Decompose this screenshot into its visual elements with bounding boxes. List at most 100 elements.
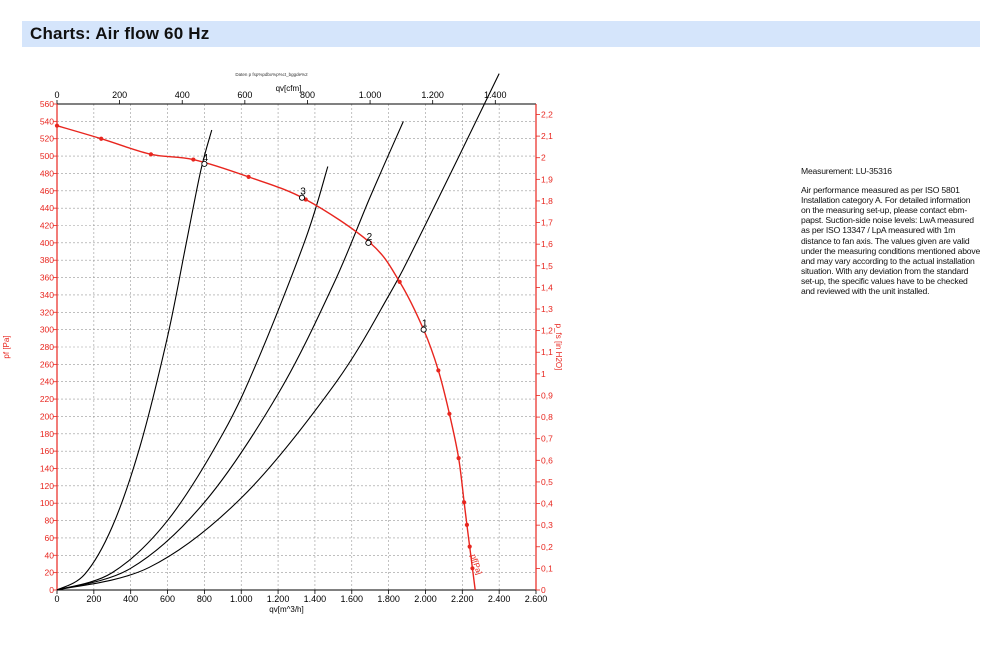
- y-tick-label-right: 0,1: [541, 563, 553, 573]
- x-tick-label-bottom: 200: [86, 594, 101, 604]
- y-tick-label-left: 560: [40, 99, 54, 109]
- fan-curve-point: [467, 544, 472, 549]
- y-tick-label-left: 180: [40, 429, 54, 439]
- y-tick-label-left: 220: [40, 394, 54, 404]
- operating-point: [201, 160, 208, 167]
- x-tick-label-bottom: 2.000: [414, 594, 437, 604]
- x-tick-label-bottom: 2.400: [488, 594, 511, 604]
- x-tick-label-bottom: 1.400: [304, 594, 327, 604]
- y-tick-label-left: 360: [40, 273, 54, 283]
- y-tick-label-right: 0,4: [541, 499, 553, 509]
- y-tick-label-right: 0,2: [541, 542, 553, 552]
- y-tick-label-left: 380: [40, 255, 54, 265]
- x-tick-label-bottom: 1.200: [267, 594, 290, 604]
- y-tick-label-right: 1: [541, 369, 546, 379]
- page-title: Charts: Air flow 60 Hz: [30, 24, 210, 43]
- fan-curve-point: [447, 411, 452, 416]
- operating-point-label: 1: [422, 319, 428, 330]
- y-tick-label-right: 1,5: [541, 261, 553, 271]
- operating-point: [365, 239, 372, 246]
- fan-curve-point: [148, 152, 154, 157]
- y-tick-label-right: 0: [541, 585, 546, 595]
- x-tick-label-top: 1.400: [484, 90, 507, 100]
- y-tick-label-left: 540: [40, 116, 54, 126]
- x-tick-label-bottom: 0: [54, 594, 59, 604]
- x-axis-label-bottom: qv[m^3/h]: [269, 605, 303, 614]
- fan-curve-point: [54, 123, 60, 128]
- x-tick-label-top: 600: [237, 90, 252, 100]
- system-curve: [56, 166, 329, 591]
- fan-curve-point: [436, 368, 441, 373]
- y-tick-label-left: 0: [49, 585, 54, 595]
- fan-curve-point: [470, 566, 475, 571]
- x-tick-label-bottom: 1.000: [230, 594, 253, 604]
- y-tick-label-left: 460: [40, 186, 54, 196]
- y-tick-label-right: 0,7: [541, 434, 553, 444]
- y-tick-label-right: 2,1: [541, 131, 553, 141]
- y-tick-label-right: 2: [541, 153, 546, 163]
- x-tick-label-bottom: 1.600: [341, 594, 364, 604]
- system-curve: [56, 129, 213, 591]
- operating-point: [298, 194, 306, 201]
- y-axis-label-left: pf [Pa]: [2, 335, 11, 358]
- chart-caption: Daten p fsp%pdbx%p%ct_bggde%2: [235, 72, 308, 77]
- y-tick-label-left: 240: [40, 377, 54, 387]
- side-panel: Measurement: LU-35316 Air performance me…: [801, 166, 981, 305]
- operating-point-label: 3: [300, 187, 306, 198]
- fan-curve-point: [464, 522, 470, 528]
- y-tick-label-left: 340: [40, 290, 54, 300]
- y-tick-label-right: 0,8: [541, 412, 553, 422]
- y-axis-label-right: p_fs [in H2O]: [554, 324, 563, 371]
- y-tick-label-left: 40: [45, 550, 55, 560]
- measurement-description: Air performance measured as per ISO 5801…: [801, 185, 981, 297]
- y-tick-label-right: 1,8: [541, 196, 553, 206]
- x-tick-label-bottom: 1.800: [377, 594, 400, 604]
- y-tick-label-left: 480: [40, 168, 54, 178]
- x-tick-label-bottom: 2.200: [451, 594, 474, 604]
- x-tick-label-top: 200: [112, 90, 127, 100]
- y-tick-label-right: 0,3: [541, 520, 553, 530]
- y-tick-label-left: 200: [40, 411, 54, 421]
- y-tick-label-right: 0,6: [541, 455, 553, 465]
- fan-curve-point: [397, 279, 402, 285]
- fan-curve-point: [462, 500, 467, 505]
- y-tick-label-right: 0,5: [541, 477, 553, 487]
- x-tick-label-top: 1.000: [359, 90, 382, 100]
- y-tick-label-left: 80: [45, 516, 55, 526]
- y-tick-label-right: 1,7: [541, 218, 553, 228]
- operating-point-label: 4: [203, 153, 209, 164]
- y-tick-label-left: 520: [40, 134, 54, 144]
- y-tick-label-right: 1,6: [541, 239, 553, 249]
- y-tick-label-right: 1,2: [541, 326, 553, 336]
- y-tick-label-right: 2,2: [541, 109, 553, 119]
- y-tick-label-left: 60: [45, 533, 55, 543]
- system-curve: [56, 121, 404, 591]
- fan-curve-point: [191, 157, 196, 162]
- y-tick-label-left: 500: [40, 151, 54, 161]
- operating-point-label: 2: [367, 232, 373, 243]
- fan-curve-point: [99, 136, 104, 141]
- y-tick-label-right: 1,4: [541, 282, 553, 292]
- y-tick-label-left: 400: [40, 238, 54, 248]
- x-axis-label-top: qv[cfm]: [276, 84, 302, 93]
- y-tick-label-left: 140: [40, 464, 54, 474]
- fan-curve-point: [246, 174, 251, 179]
- y-tick-label-right: 1,3: [541, 304, 553, 314]
- x-tick-label-bottom: 400: [123, 594, 138, 604]
- y-tick-label-left: 280: [40, 342, 54, 352]
- x-tick-label-top: 800: [300, 90, 315, 100]
- y-tick-label-left: 420: [40, 221, 54, 231]
- measurement-id: Measurement: LU-35316: [801, 166, 892, 176]
- x-tick-label-top: 400: [175, 90, 190, 100]
- y-tick-label-left: 440: [40, 203, 54, 213]
- x-tick-label-bottom: 2.600: [525, 594, 548, 604]
- x-tick-label-bottom: 600: [160, 594, 175, 604]
- title-bar: Charts: Air flow 60 Hz: [22, 21, 980, 47]
- y-tick-label-left: 20: [45, 568, 55, 578]
- x-tick-label-bottom: 800: [197, 594, 212, 604]
- y-tick-label-left: 300: [40, 325, 54, 335]
- y-tick-label-left: 320: [40, 307, 54, 317]
- x-tick-label-top: 0: [54, 90, 59, 100]
- y-tick-label-left: 100: [40, 498, 54, 508]
- y-tick-label-left: 260: [40, 359, 54, 369]
